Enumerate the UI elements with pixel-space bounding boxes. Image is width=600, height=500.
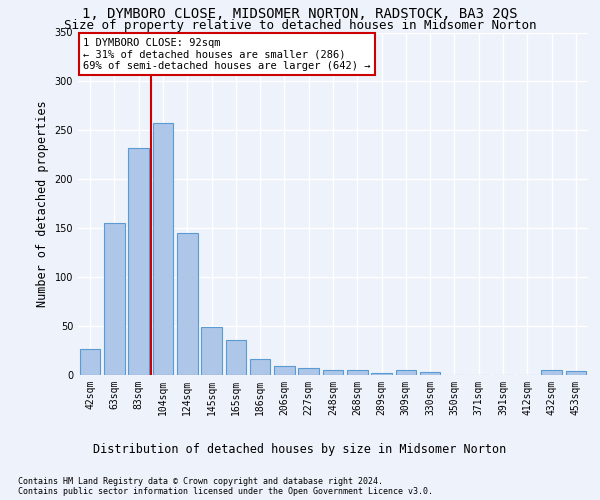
Bar (274, 366, 295, 375)
Bar (201, 327, 222, 375)
Bar (566, 371, 586, 375)
Bar (177, 233, 197, 375)
Bar (226, 340, 246, 375)
Bar (371, 373, 392, 375)
Bar (420, 372, 440, 375)
Text: Size of property relative to detached houses in Midsomer Norton: Size of property relative to detached ho… (64, 18, 536, 32)
Bar (80, 348, 100, 375)
Text: Contains public sector information licensed under the Open Government Licence v3: Contains public sector information licen… (18, 488, 433, 496)
Bar (298, 368, 319, 375)
Text: 1 DYMBORO CLOSE: 92sqm
← 31% of detached houses are smaller (286)
69% of semi-de: 1 DYMBORO CLOSE: 92sqm ← 31% of detached… (83, 38, 371, 71)
Bar (541, 370, 562, 375)
Bar (128, 148, 149, 375)
Text: Contains HM Land Registry data © Crown copyright and database right 2024.: Contains HM Land Registry data © Crown c… (18, 478, 383, 486)
Text: 1, DYMBORO CLOSE, MIDSOMER NORTON, RADSTOCK, BA3 2QS: 1, DYMBORO CLOSE, MIDSOMER NORTON, RADST… (82, 8, 518, 22)
Y-axis label: Number of detached properties: Number of detached properties (36, 100, 49, 307)
Bar (395, 370, 416, 375)
Bar (104, 224, 125, 375)
Text: Distribution of detached houses by size in Midsomer Norton: Distribution of detached houses by size … (94, 442, 506, 456)
Bar (347, 370, 368, 375)
Bar (152, 122, 173, 375)
Bar (250, 360, 271, 375)
Bar (323, 370, 343, 375)
